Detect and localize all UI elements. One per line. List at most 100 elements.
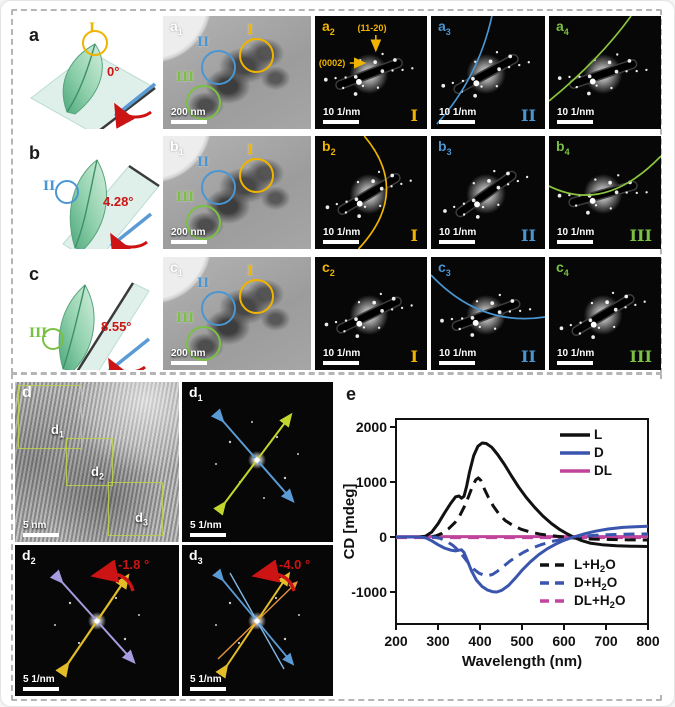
rotation-arrow bbox=[251, 559, 296, 592]
beam-stop-streak bbox=[572, 295, 634, 335]
scalebar-d1: 5 1/nm bbox=[190, 520, 226, 537]
x-tick-label: 200 bbox=[384, 633, 408, 649]
scalebar-b3: 10 1/nm bbox=[439, 227, 476, 244]
panel-c1-label: c1 bbox=[170, 259, 183, 278]
panel-letter-c: c bbox=[29, 264, 40, 284]
beam-stop-streak bbox=[456, 172, 516, 216]
panel-letter-a: a bbox=[29, 25, 40, 45]
tem-region-circle-II bbox=[201, 50, 236, 85]
legend-label-D: D bbox=[594, 445, 604, 460]
panel-d3-label: d3 bbox=[189, 547, 203, 566]
panel-c2-label: c2 bbox=[322, 259, 335, 278]
region-marker-circle bbox=[42, 328, 64, 350]
panel-a4-diffraction: a4 10 1/nm bbox=[549, 16, 661, 129]
tem-region-circle-III bbox=[186, 326, 221, 361]
fft-d1-graphic bbox=[210, 408, 299, 516]
panel-a4-label: a4 bbox=[556, 18, 569, 37]
diffraction-a3-graphic bbox=[436, 16, 530, 125]
panel-b4-label: b4 bbox=[556, 138, 570, 157]
tem-region-numeral-II: II bbox=[197, 35, 210, 50]
schematic-c-graphic bbox=[42, 282, 151, 370]
panel-c2-diffraction: c2 I 10 1/nm bbox=[315, 257, 427, 370]
roi-label-d2: d2 bbox=[91, 464, 104, 482]
roi-box-d1 bbox=[18, 385, 82, 449]
panel-c4-label: c4 bbox=[556, 259, 569, 278]
roi-box-d3 bbox=[108, 482, 163, 536]
scalebar-c3: 10 1/nm bbox=[439, 348, 476, 365]
tem-region-numeral-II: II bbox=[197, 276, 210, 291]
panel-a1-tem: a1 I II III 200 nm bbox=[163, 16, 311, 129]
panel-b1-tem: b1 I II III 200 nm bbox=[163, 136, 311, 249]
panel-d2-fft: d2 -1.8 ° 5 1/nm bbox=[15, 545, 179, 696]
corner-numeral-I: I bbox=[410, 226, 418, 245]
panel-d-label: d bbox=[22, 384, 32, 401]
beam-stop-streak bbox=[336, 59, 402, 89]
panel-b2-label: b2 bbox=[322, 138, 336, 157]
y-tick-label: 1000 bbox=[356, 474, 387, 490]
series-L+H2O bbox=[396, 476, 648, 542]
panel-b3-label: b3 bbox=[438, 138, 452, 157]
scalebar-b1: 200 nm bbox=[171, 227, 207, 244]
roi-box-d2 bbox=[66, 438, 113, 486]
y-axis-label: CD [mdeg] bbox=[341, 484, 358, 560]
panel-d2-label: d2 bbox=[22, 547, 36, 566]
tilt-angle-a: 0° bbox=[107, 64, 120, 79]
x-axis-label: Wavelength (nm) bbox=[462, 653, 582, 670]
tilt-angle-c: 8.55° bbox=[101, 319, 132, 334]
tem-region-numeral-III: III bbox=[176, 311, 195, 326]
x-tick-label: 700 bbox=[594, 633, 618, 649]
roi-label-d1: d1 bbox=[51, 422, 64, 440]
tem-region-circle-I bbox=[239, 279, 274, 314]
scalebar-a1: 200 nm bbox=[171, 107, 207, 124]
plane-label-0002: (0002) bbox=[319, 58, 345, 68]
x-tick-label: 400 bbox=[468, 633, 492, 649]
legend-label-D+H2O: D+H2O bbox=[574, 575, 617, 593]
beam-stop-streak bbox=[454, 55, 518, 93]
panel-d1-label: d1 bbox=[189, 384, 203, 403]
region-marker-circle bbox=[55, 180, 79, 204]
region-marker-circle bbox=[82, 30, 108, 56]
tilt-indicator bbox=[107, 337, 151, 370]
tilt-arrow bbox=[114, 102, 152, 129]
y-tick-label: 0 bbox=[379, 529, 387, 545]
y-tick-label: 2000 bbox=[356, 419, 387, 435]
cd-spectra-chart: 2000 1000 0 -1000 200 300 400 500 600 700 800 Wavel… bbox=[341, 418, 660, 670]
legend-label-DL+H2O: DL+H2O bbox=[574, 593, 625, 611]
tem-region-circle-I bbox=[239, 158, 274, 193]
panel-d3-fft: d3 -4.0 ° 5 1/nm bbox=[182, 545, 333, 696]
scalebar-d2: 5 1/nm bbox=[23, 674, 59, 691]
x-tick-label: 800 bbox=[636, 633, 660, 649]
panel-c3-label: c3 bbox=[438, 259, 451, 278]
beam-stop-streak bbox=[453, 300, 520, 330]
diffraction-c4-graphic bbox=[559, 291, 646, 339]
panel-d-hrtem: d d1 d2 d3 5 nm bbox=[15, 382, 179, 542]
rotation-angle-d2: -1.8 ° bbox=[118, 557, 150, 572]
corner-numeral-II: II bbox=[521, 347, 536, 366]
y-tick-label: -1000 bbox=[351, 584, 387, 600]
plot-box bbox=[395, 418, 649, 625]
fft-d2-graphic bbox=[49, 559, 140, 678]
panel-e-cd-chart: e 2000 1000 0 -1000 200 300 400 500 600 700 800 Wav… bbox=[338, 379, 662, 695]
kikuchi-arc bbox=[357, 136, 388, 249]
panel-c3-diffraction: c3 II 10 1/nm bbox=[431, 257, 545, 370]
legend-label-DL: DL bbox=[594, 463, 612, 478]
tem-region-circle-II bbox=[201, 170, 236, 205]
kikuchi-arc bbox=[431, 274, 545, 320]
scalebar-c1: 200 nm bbox=[171, 348, 207, 365]
x-tick-label: 300 bbox=[426, 633, 450, 649]
tem-region-circle-II bbox=[201, 291, 236, 326]
beam-stop-streak bbox=[337, 297, 401, 333]
tem-region-numeral-II: II bbox=[197, 155, 210, 170]
kikuchi-arc bbox=[549, 16, 632, 102]
diffraction-c3-graphic bbox=[431, 274, 545, 337]
diffraction-c2-graphic bbox=[324, 292, 413, 338]
panel-c-schematic: III 8.55° c bbox=[17, 257, 161, 370]
legend-label-L: L bbox=[594, 427, 602, 442]
corner-numeral-I: I bbox=[410, 347, 418, 366]
rotation-angle-d3: -4.0 ° bbox=[279, 557, 311, 572]
tilt-indicator bbox=[109, 212, 153, 249]
scalebar-c4: 10 1/nm bbox=[557, 348, 594, 365]
plate-edge bbox=[76, 282, 135, 370]
